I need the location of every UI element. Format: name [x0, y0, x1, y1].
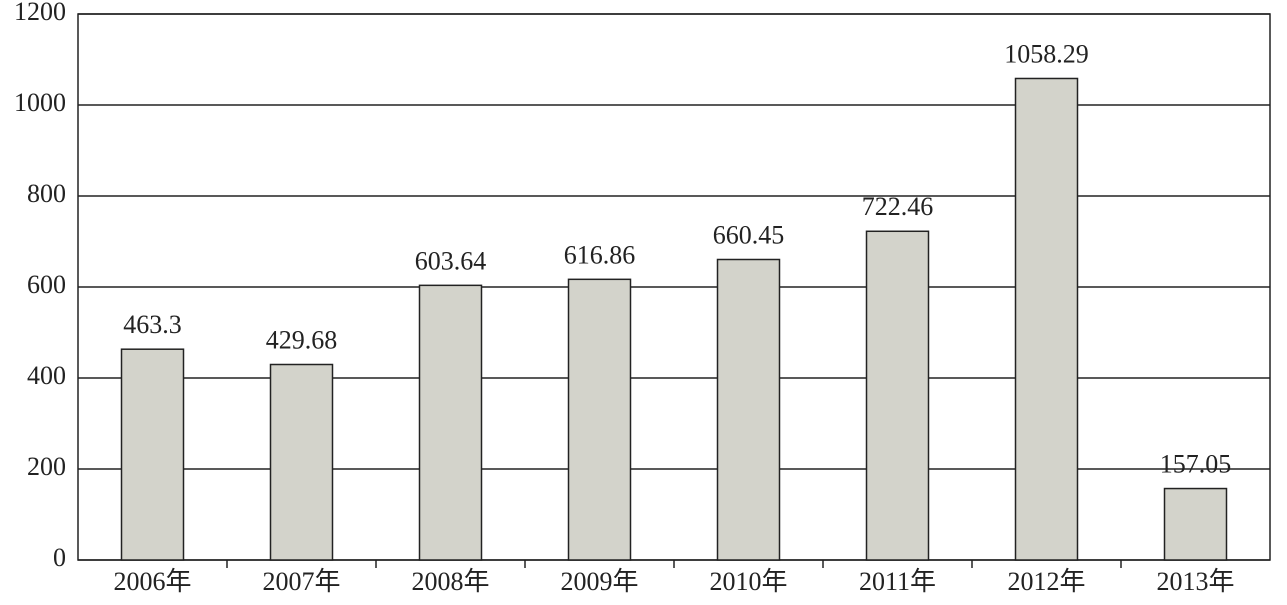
- y-tick-label: 600: [27, 270, 66, 299]
- x-tick-label: 2013年: [1156, 567, 1234, 596]
- data-label: 722.46: [862, 192, 934, 221]
- x-tick-label: 2012年: [1007, 567, 1085, 596]
- x-tick-label: 2009年: [560, 567, 638, 596]
- data-label: 429.68: [266, 325, 338, 354]
- y-tick-label: 200: [27, 452, 66, 481]
- x-tick-label: 2011年: [859, 567, 936, 596]
- bar: [567, 278, 632, 561]
- y-tick-label: 800: [27, 179, 66, 208]
- bar: [1163, 487, 1228, 561]
- bar: [1014, 77, 1079, 561]
- data-label: 660.45: [713, 220, 785, 249]
- data-label: 616.86: [564, 240, 636, 269]
- bar: [269, 363, 334, 561]
- bar: [865, 230, 930, 561]
- y-tick-label: 1200: [14, 0, 66, 26]
- x-tick-label: 2008年: [411, 567, 489, 596]
- data-label: 1058.29: [1004, 39, 1089, 68]
- data-label: 463.3: [123, 310, 182, 339]
- bar: [716, 258, 781, 561]
- x-tick-label: 2010年: [709, 567, 787, 596]
- x-tick-label: 2006年: [113, 567, 191, 596]
- bar: [418, 284, 483, 561]
- y-tick-label: 400: [27, 361, 66, 390]
- y-tick-label: 0: [53, 543, 66, 572]
- y-tick-label: 1000: [14, 88, 66, 117]
- data-label: 603.64: [415, 246, 487, 275]
- data-label: 157.05: [1160, 450, 1232, 479]
- bar: [120, 348, 185, 561]
- x-tick-label: 2007年: [262, 567, 340, 596]
